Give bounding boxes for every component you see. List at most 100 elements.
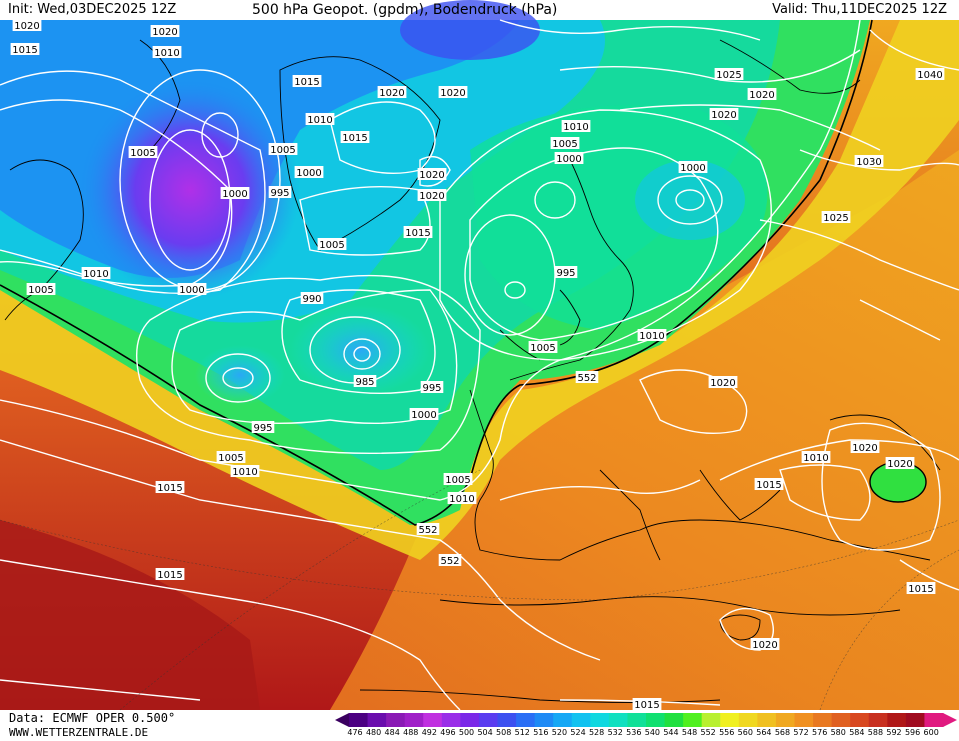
isobar-label: 1015 [157,570,182,581]
valid-time: Valid: Thu,11DEC2025 12Z [772,2,947,17]
colorbar-tick-label: 520 [551,728,568,737]
colorbar-tick-label: 476 [347,728,363,737]
isobar-label: 1010 [232,467,257,478]
isobar-label: 1015 [294,77,319,88]
colorbar-tick-label: 552 [700,728,716,737]
isobar-label-bg [409,408,439,420]
colorbar-tick-label: 576 [812,728,828,737]
colorbar-tick-label: 488 [403,728,419,737]
isobar-label-bg [821,211,851,223]
isobar-label-bg [915,68,945,80]
colorbar-max-arrow [943,713,957,727]
isobar-label: 1025 [823,213,848,224]
isobar-label-bg [10,43,40,55]
colorbar-swatch [905,713,925,727]
isobar-label-bg [854,155,884,167]
colorbar-swatch [664,713,684,727]
colorbar-tick-label: 516 [533,728,549,737]
isobar-label-bg [317,238,347,250]
colorbar-swatch [775,713,795,727]
isobar-label: 1000 [556,154,581,165]
colorbar-swatch [478,713,498,727]
isobar-label-bg [305,113,335,125]
isobar-label-bg [678,161,708,173]
colorbar-tick-label: 508 [496,728,512,737]
colorbar-tick-label: 500 [458,728,475,737]
colorbar-swatch [924,713,944,727]
isobar-label-bg [353,375,377,387]
isobar-label-bg [26,283,56,295]
isobar-label: 1015 [756,480,781,491]
colorbar-swatch [571,713,591,727]
isobar-label-bg [377,86,407,98]
isobar-label-bg [292,75,322,87]
isobar-label: 1005 [530,343,555,354]
colorbar-swatch [404,713,424,727]
isobar-label: 1020 [419,191,444,202]
colorbar-swatch [441,713,461,727]
isobar-label-bg [294,166,324,178]
southwest-warm-core [0,520,260,710]
isobar-label-bg [268,186,292,198]
isobar-label: 1020 [440,88,465,99]
isobar-label-bg [447,492,477,504]
colorbar-swatch [534,713,554,727]
isobar-label: 1010 [83,269,108,280]
isobar-label: 1010 [307,115,332,126]
colorbar-tick-label: 544 [663,728,679,737]
colorbar-swatch [423,713,443,727]
isobar-label-bg [550,137,580,149]
east-warm-area [330,150,959,710]
isobar-label: 1020 [152,27,177,38]
colorbar-swatch [516,713,536,727]
isobar-label: 1015 [405,228,430,239]
isobar-label-bg [417,168,447,180]
isobar-label: 1020 [749,90,774,101]
isobar-label: 1005 [218,453,243,464]
isobar-label: 1005 [319,240,344,251]
deep-low-core [80,80,300,300]
isobar-label-bg [714,68,744,80]
isobar-label: 1010 [563,122,588,133]
isobar-label-bg [420,381,444,393]
colorbar-min-arrow [335,713,349,727]
colorbar-tick-label: 588 [867,728,884,737]
colorbar-swatch [850,713,870,727]
colorbar-swatch [738,713,758,727]
colorbar-tick-label: 592 [886,728,902,737]
data-source: Data: ECMWF OPER 0.500° [9,711,176,725]
isobar-label: 1005 [552,139,577,150]
isobar-label: 1020 [711,110,736,121]
colorbar-tick-label: 536 [626,728,642,737]
isobar-label-bg [708,376,738,388]
colorbar-swatch [627,713,647,727]
colorbar-swatch [367,713,387,727]
init-time: Init: Wed,03DEC2025 12Z [8,2,177,17]
colorbar-tick-label: 584 [849,728,865,737]
colorbar-tick-label: 568 [774,728,791,737]
colorbar-tick-label: 524 [570,728,586,737]
yellow-band [0,20,959,560]
colorbar-tick-label: 600 [923,728,939,737]
isobar-label: 1010 [154,48,179,59]
isobar-label-bg [438,86,468,98]
isobar-label: 1000 [411,410,436,421]
colorbar-tick-label: 540 [644,728,661,737]
isobar-label-bg [12,19,42,31]
colorbar-tick-label: 504 [477,728,493,737]
isobar-label-bg [561,120,591,132]
isobar-label: 995 [270,188,289,199]
isobar-label: 1015 [342,133,367,144]
colorbar-tick-label: 532 [607,728,623,737]
isobar-label-bg [747,88,777,100]
isobar-label: 1000 [179,285,204,296]
chart-title: 500 hPa Geopot. (gpdm), Bodendruck (hPa) [252,2,558,18]
colorbar-tick-label: 572 [793,728,809,737]
colorbar-tick-label: 560 [737,728,753,737]
isobar-label-bg [251,421,275,433]
atlantic-low-shade [290,305,430,395]
isobar-label: 1000 [296,168,321,179]
isobar-label: 1005 [270,145,295,156]
colorbar-tick-label: 496 [440,728,456,737]
